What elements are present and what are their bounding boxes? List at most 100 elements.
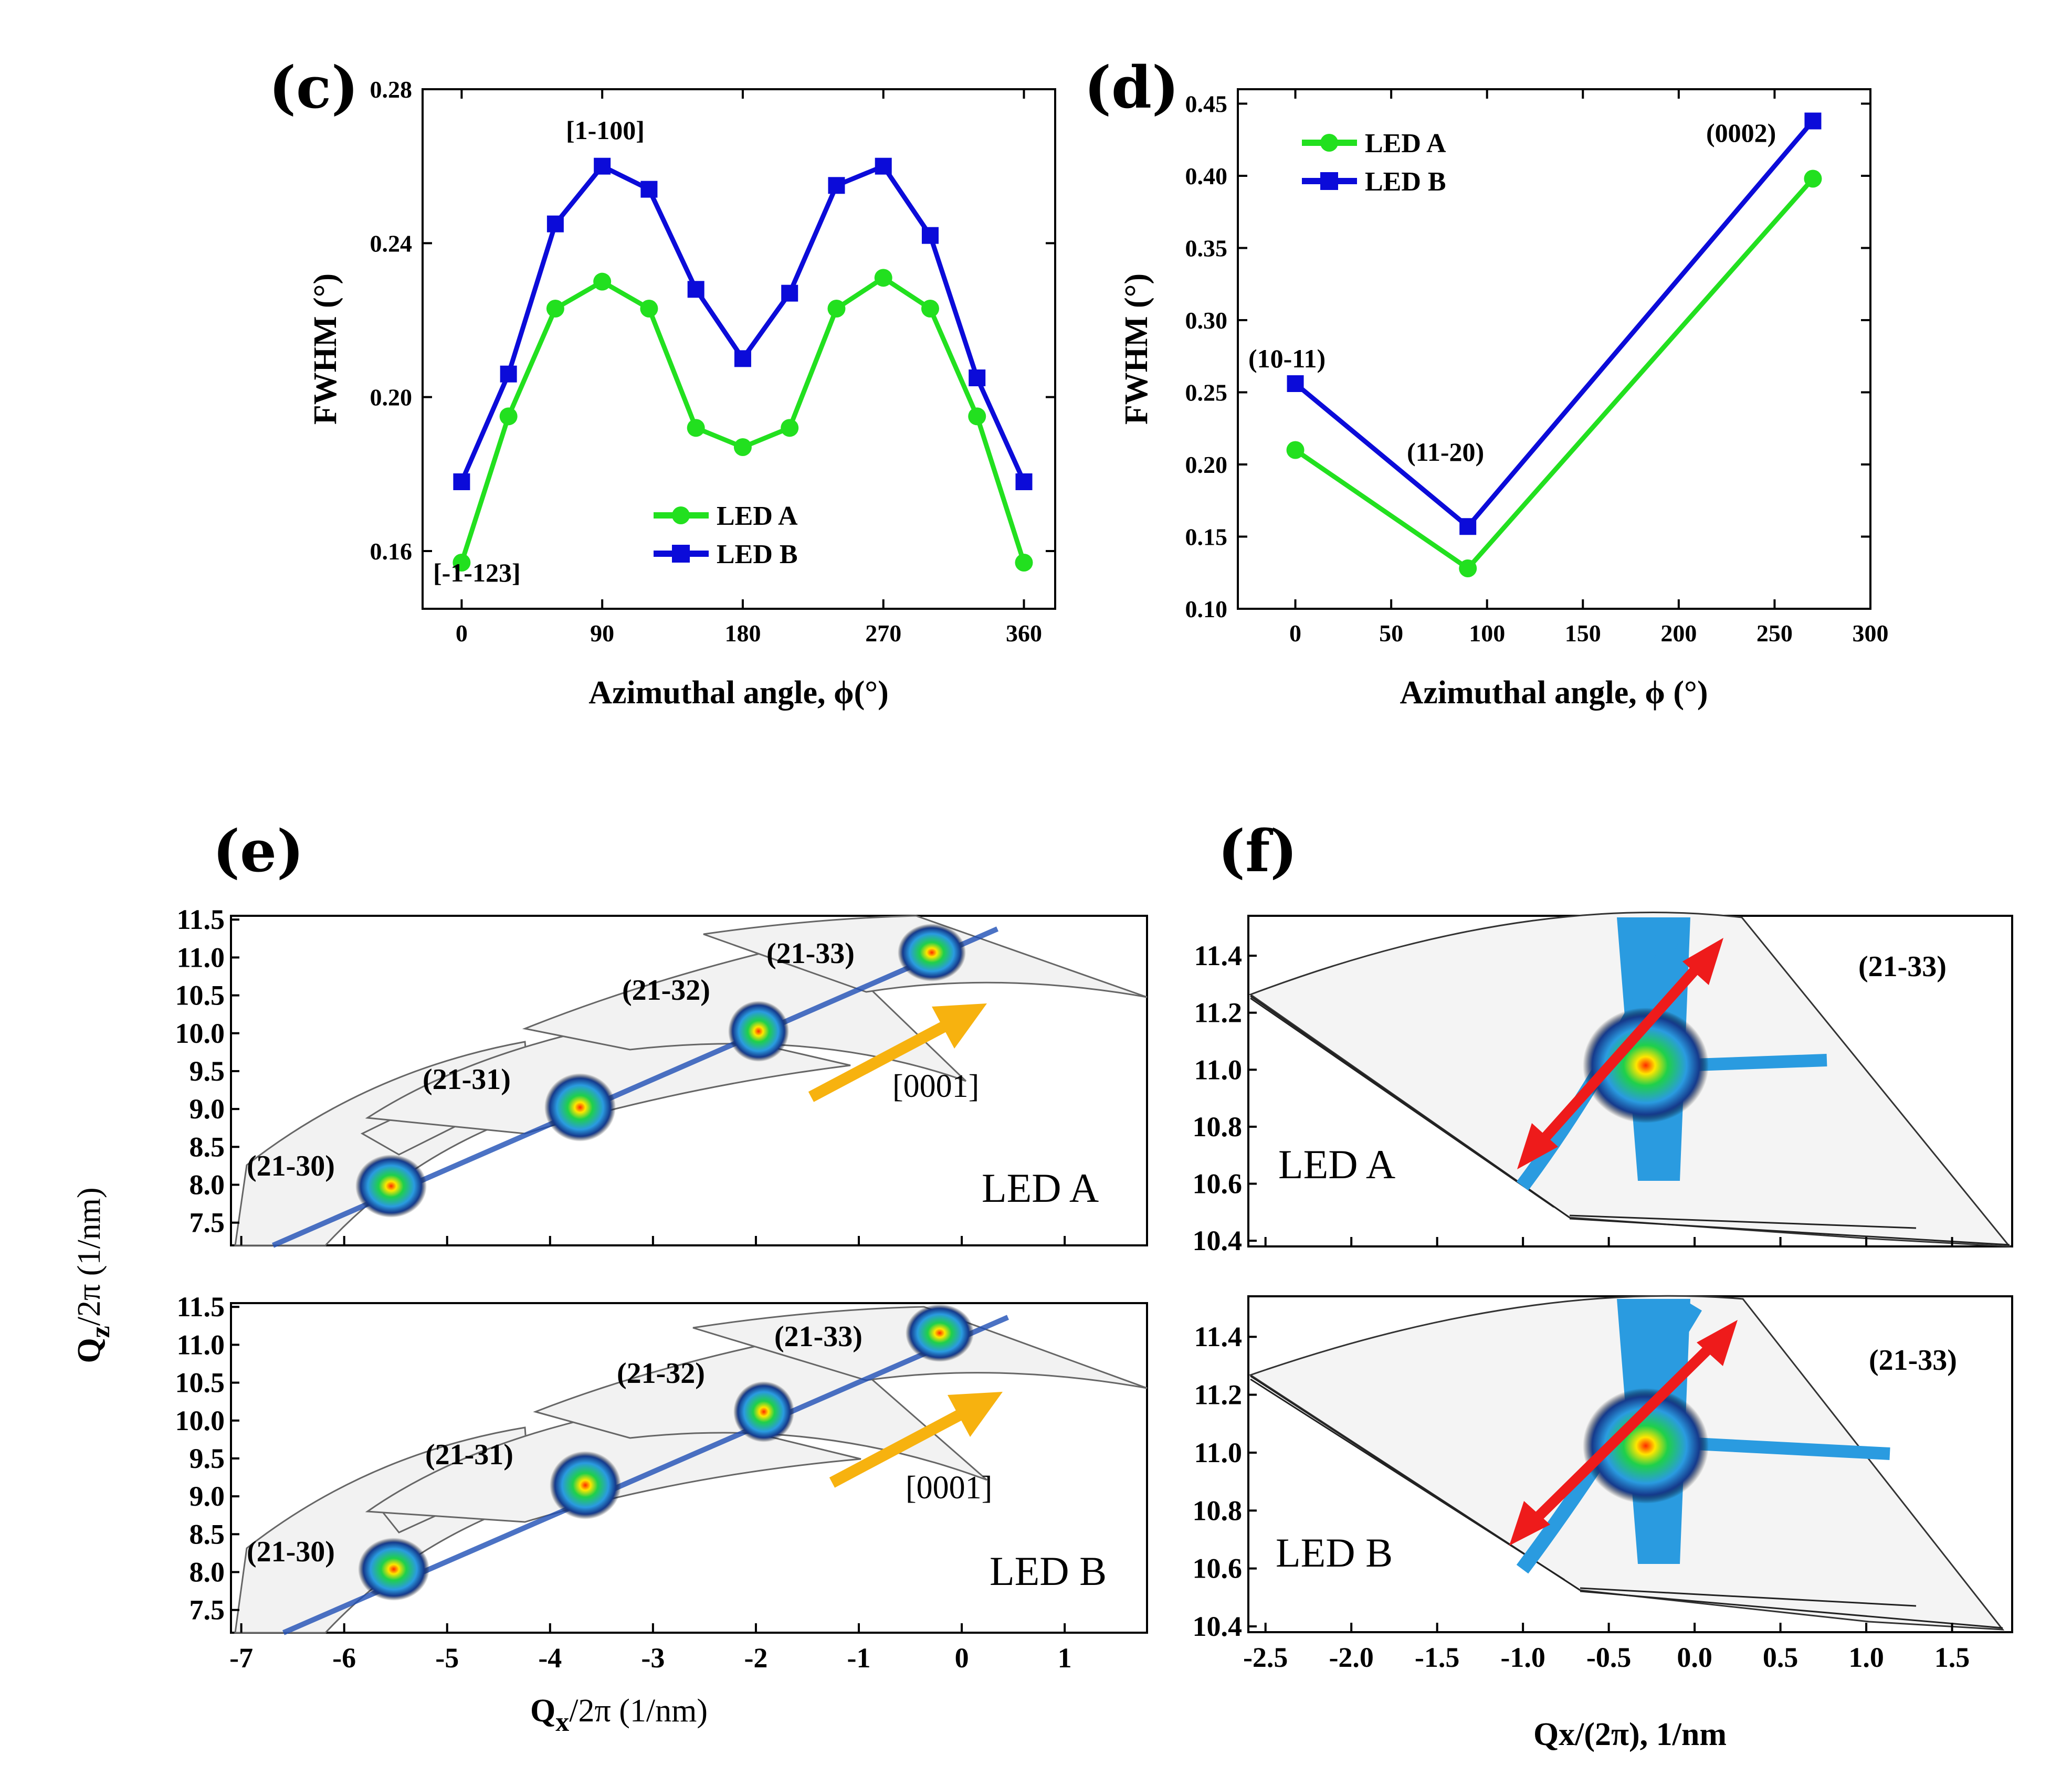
x-tick-label: 0.0 (1677, 1642, 1712, 1673)
red-arrowhead-lower (1509, 1501, 1550, 1546)
data-point (546, 215, 564, 232)
y-tick-label: 0.28 (370, 76, 413, 103)
y-tick-label: 11.5 (176, 904, 225, 935)
y-tick-label: 10.0 (175, 1405, 225, 1436)
reflection-label: (21-30) (247, 1536, 335, 1568)
data-point (875, 157, 892, 175)
panel-d-ylabel: FWHM (°) (1119, 273, 1154, 425)
direction-label: [0001] (906, 1470, 992, 1506)
rsm-e-led-a-spots (355, 924, 966, 1218)
red-double-arrow (1509, 1320, 1738, 1546)
x-tick-label: -2.5 (1243, 1642, 1288, 1673)
panel-c-legend: LED A LED B (654, 501, 798, 569)
y-tick-label: 0.10 (1185, 596, 1228, 622)
legend-marker-led-a (1320, 134, 1338, 152)
subplot-label-led-b: LED B (1276, 1530, 1393, 1575)
data-point (640, 181, 658, 198)
y-tick-label: 11.4 (1194, 940, 1242, 971)
reflection-label: (21-33) (1858, 950, 1947, 983)
spot-21-33 (898, 924, 966, 981)
y-tick-label: 11.4 (1194, 1321, 1242, 1352)
rsm-f-led-a: (21-33) LED A 10.4 10.6 10.8 11.0 11.2 11.4 (1193, 912, 2013, 1256)
y-tick-label: 10.5 (175, 1367, 225, 1399)
legend-label-led-a: LED A (1365, 129, 1446, 158)
y-tick-label: 10.4 (1193, 1225, 1243, 1256)
annotation-minus1-123: [-1-123] (433, 558, 521, 587)
data-point (733, 438, 752, 456)
y-tick-label: 8.0 (190, 1557, 225, 1588)
annotation-11-20: (11-20) (1407, 437, 1484, 467)
panel-f-label: (f) (1218, 817, 1297, 885)
data-point (1804, 112, 1822, 130)
red-arrowhead-upper (1682, 938, 1723, 985)
rsm-f-led-b: (21-33) LED B 10.4 10.6 10.8 11.0 11.2 11.4 -… (1193, 1295, 2013, 1673)
y-tick-label: 11.5 (176, 1291, 225, 1323)
x-tick-label: 1.0 (1848, 1642, 1884, 1673)
data-point (968, 407, 986, 426)
panel-d-label: (d) (1084, 54, 1179, 121)
y-tick-label: 0.35 (1185, 235, 1228, 262)
data-point (781, 284, 798, 302)
y-tick-label: 9.5 (190, 1443, 225, 1474)
x-tick-label: 90 (590, 620, 614, 647)
y-tick-label: 10.8 (1193, 1495, 1243, 1526)
panel-f-rsm: (f) (21-33) LED A (1193, 817, 2013, 1752)
y-tick-label: 11.0 (176, 1329, 225, 1360)
y-tick-label: 0.30 (1185, 307, 1228, 334)
spot-21-33 (1583, 1388, 1709, 1504)
red-arrow-shaft (1533, 957, 1708, 1150)
x-tick-label: 1 (1058, 1642, 1072, 1674)
y-tick-label: 8.5 (190, 1518, 225, 1550)
legend-label-led-b: LED B (717, 540, 798, 569)
y-tick-label: 8.5 (190, 1131, 225, 1162)
y-tick-label: 7.5 (190, 1207, 225, 1239)
reflection-label: (21-33) (1869, 1344, 1957, 1377)
y-tick-label: 7.5 (190, 1594, 225, 1626)
red-arrowhead-upper (1697, 1320, 1738, 1366)
direction-arrow (808, 1003, 987, 1102)
reflection-label: (21-31) (425, 1439, 513, 1471)
panel-c-ylabel: FWHM (°) (308, 273, 343, 425)
panel-c-frame (422, 88, 1056, 610)
direction-arrow-shaft (829, 1409, 964, 1488)
direction-arrow-shaft (808, 1021, 948, 1102)
legend-label-led-b: LED B (1365, 167, 1446, 197)
panel-d-frame (1237, 88, 1871, 610)
data-point (453, 473, 470, 490)
spot-21-32 (733, 1381, 794, 1442)
spot-21-30 (358, 1538, 429, 1601)
data-point (687, 419, 705, 437)
reflection-label: (21-32) (622, 974, 710, 1007)
data-point (1015, 554, 1033, 572)
data-point (593, 272, 612, 291)
y-tick-label: 0.16 (370, 538, 413, 565)
y-tick-label: 11.2 (1194, 997, 1242, 1029)
x-tick-label: -4 (538, 1642, 562, 1674)
data-point (827, 300, 846, 318)
spot-21-31 (544, 1073, 616, 1141)
spot-21-33 (1583, 1008, 1709, 1123)
red-double-arrow (1517, 938, 1723, 1169)
reflection-label: (21-33) (766, 937, 855, 970)
spot-21-31 (550, 1451, 621, 1519)
annotation-1-100: [1-100] (566, 115, 645, 145)
x-tick-label: 180 (724, 620, 761, 647)
data-point (1459, 518, 1477, 535)
legend-marker-led-a (672, 506, 690, 524)
y-tick-label: 10.8 (1193, 1111, 1243, 1143)
x-tick-label: 1.5 (1934, 1642, 1970, 1673)
legend-marker-led-b (672, 545, 690, 563)
y-tick-label: 0.24 (370, 230, 413, 257)
y-tick-label: 10.4 (1193, 1611, 1243, 1642)
y-tick-label: 0.15 (1185, 524, 1228, 551)
rsm-e-led-a-frame (230, 915, 1148, 1246)
data-point (594, 157, 611, 175)
x-tick-label: -3 (641, 1642, 665, 1674)
data-point (1287, 375, 1304, 392)
y-tick-label: 10.6 (1193, 1553, 1243, 1584)
rsm-f-led-a-edge-lines (1250, 995, 2010, 1246)
spot-21-33 (906, 1304, 974, 1362)
data-point (453, 554, 471, 572)
data-point (1015, 473, 1033, 490)
